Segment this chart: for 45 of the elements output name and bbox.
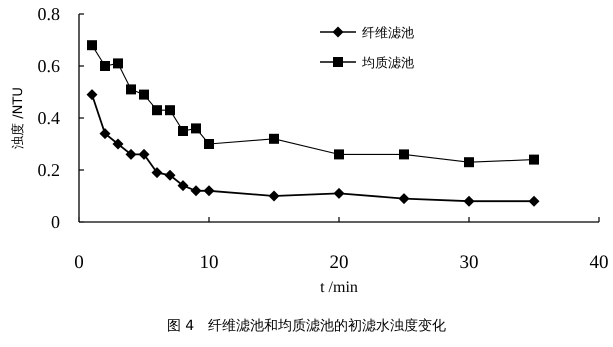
x-tick-label: 10	[200, 252, 218, 273]
point	[100, 61, 110, 71]
point	[269, 134, 279, 144]
point	[86, 89, 98, 100]
point	[399, 149, 409, 160]
y-tick-label: 0.8	[38, 4, 60, 24]
point	[268, 190, 280, 202]
x-tick-label: 0	[74, 252, 84, 273]
legend-label: 纤维滤池	[362, 26, 414, 41]
point	[113, 58, 123, 68]
point	[178, 126, 188, 136]
point	[178, 180, 188, 192]
point	[464, 157, 474, 168]
point	[334, 188, 344, 199]
point	[528, 196, 540, 207]
point	[112, 138, 124, 150]
point	[100, 128, 110, 140]
y-tick-label: 0.2	[38, 160, 60, 180]
point	[529, 154, 539, 165]
point	[126, 148, 136, 160]
point	[87, 40, 97, 50]
x-tick-label: 30	[460, 252, 478, 273]
point	[164, 170, 176, 181]
y-axis-title: 浊度 /NTU	[10, 87, 26, 149]
x-tick-label: 40	[590, 252, 608, 273]
y-tick-label: 0	[51, 212, 60, 232]
x-tick-label: 20	[330, 252, 348, 273]
point	[204, 185, 214, 196]
y-tick-label: 0.6	[38, 56, 60, 76]
text: 图 4 纤维滤池和均质滤池的初滤水浊度变化	[166, 318, 446, 334]
point	[165, 105, 175, 116]
x-axis-title: t /min	[320, 279, 358, 296]
point	[464, 196, 474, 207]
point	[152, 105, 162, 116]
legend-label: 均质滤池	[361, 56, 414, 71]
point	[152, 167, 162, 178]
point	[398, 193, 410, 204]
point	[334, 149, 344, 160]
y-tick-label: 0.4	[38, 108, 60, 128]
point	[204, 139, 214, 149]
point	[126, 84, 136, 94]
point	[139, 90, 149, 100]
point	[138, 148, 150, 160]
point	[190, 185, 202, 196]
point	[191, 123, 201, 134]
